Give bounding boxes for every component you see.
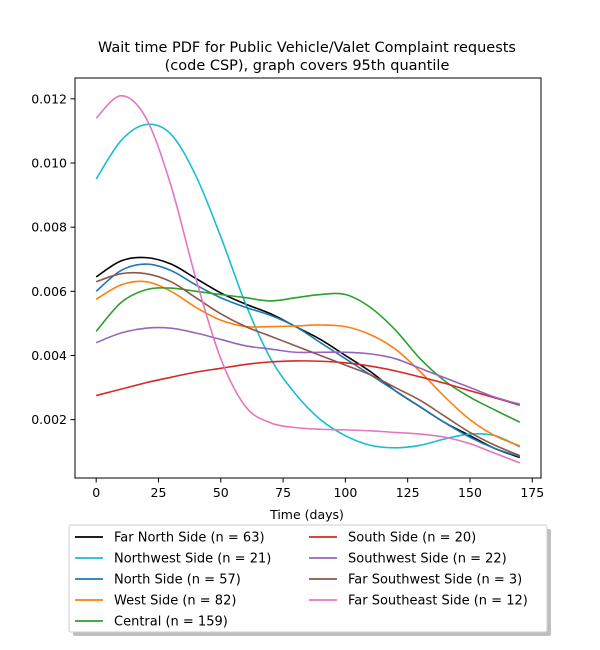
legend: Far North Side (n = 63) Northwest Side (n… — [68, 524, 551, 636]
x-tick-label: 25 — [151, 485, 167, 500]
y-tick-label: 0.004 — [31, 348, 67, 363]
legend-label-2: North Side (n = 57) — [114, 573, 241, 588]
y-tick-label: 0.006 — [31, 284, 67, 299]
legend-label-1: Northwest Side (n = 21) — [114, 552, 271, 567]
series-layer — [95, 94, 521, 464]
x-tick-label: 50 — [213, 485, 229, 500]
x-tick-label: 100 — [333, 485, 357, 500]
series-line-3 — [95, 280, 521, 447]
y-tick-label: 0.002 — [31, 412, 67, 427]
legend-label-5: South Side (n = 20) — [348, 531, 476, 546]
x-tick-label: 0 — [92, 485, 100, 500]
x-tick-label: 175 — [520, 485, 544, 500]
y-tick-label: 0.010 — [31, 156, 67, 171]
x-tick-label: 125 — [396, 485, 420, 500]
legend-label-8: Far Southeast Side (n = 12) — [348, 594, 528, 609]
legend-label-7: Far Southwest Side (n = 3) — [348, 573, 522, 588]
legend-label-0: Far North Side (n = 63) — [114, 531, 265, 546]
legend-label-6: Southwest Side (n = 22) — [348, 552, 507, 567]
chart-title-line-2: (code CSP), graph covers 95th quantile — [165, 58, 450, 74]
series-line-7 — [95, 271, 521, 457]
y-tick-label: 0.008 — [31, 220, 67, 235]
x-axis-label: Time (days) — [269, 507, 344, 522]
ticks-layer: 0 25 50 75 100 125 150 175 0.002 0.004 0.006 0.008 0… — [31, 91, 544, 500]
series-line-8 — [95, 94, 521, 464]
y-tick-label: 0.012 — [31, 91, 67, 106]
x-tick-label: 150 — [458, 485, 482, 500]
series-line-5 — [95, 360, 521, 406]
chart-title-line-1: Wait time PDF for Public Vehicle/Valet C… — [98, 40, 516, 56]
x-tick-label: 75 — [275, 485, 291, 500]
series-line-2 — [95, 263, 521, 458]
legend-box — [68, 524, 548, 633]
series-line-4 — [95, 287, 521, 423]
legend-label-4: Central (n = 159) — [114, 615, 228, 630]
series-line-1 — [95, 123, 521, 449]
legend-label-3: West Side (n = 82) — [114, 594, 236, 609]
series-line-6 — [95, 326, 521, 405]
plot-frame — [74, 77, 542, 479]
